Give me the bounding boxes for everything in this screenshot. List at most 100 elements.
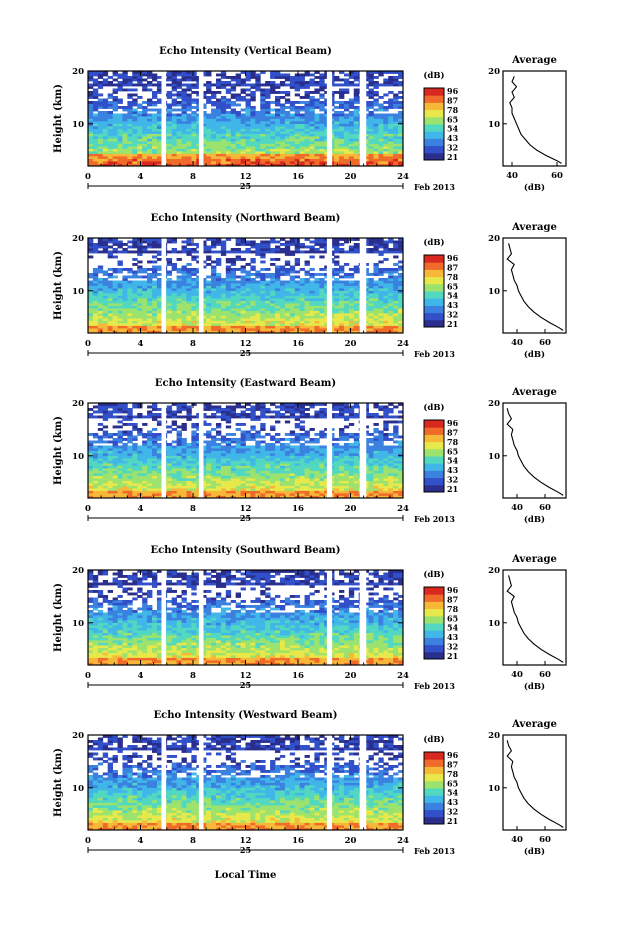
heatmap-cell [314,313,320,316]
heatmap-cell [240,495,246,499]
heatmap-cell [235,290,241,294]
heatmap-cell [339,248,345,251]
heatmap-cell [220,123,227,127]
heatmap-cell [388,153,394,157]
heatmap-cell [270,250,276,254]
heatmap-cell [314,98,320,102]
heatmap-cell [191,293,197,296]
heatmap-cell [112,123,118,127]
heatmap-cell [319,288,325,291]
heatmap-cell [151,293,158,296]
heatmap-cell [373,483,379,486]
heatmap-cell [186,310,192,314]
heatmap-cell [319,116,325,119]
heatmap-cell [176,151,182,154]
heatmap-cell [230,126,237,129]
data-gap [359,71,367,166]
heatmap-cell [265,283,271,286]
heatmap-cell [206,313,212,316]
heatmap-cell [240,96,246,99]
heatmap-cell [151,96,158,99]
heatmap-cell [137,478,143,481]
heatmap-cell [334,320,340,324]
heatmap-cell [206,325,212,329]
data-gap [326,238,333,333]
heatmap-cell [284,260,291,264]
heatmap-cell [206,468,212,471]
heatmap-cell [279,280,286,284]
heatmap-cell [373,468,379,471]
heatmap-cell [353,303,360,306]
heatmap-cell [294,113,301,117]
heatmap-cell [220,470,227,474]
heatmap-cell [393,148,399,152]
heatmap-cell [388,278,394,281]
heatmap-cell [117,465,123,469]
heatmap-cell [240,156,246,159]
heatmap-cell [353,290,360,294]
heatmap-cell [147,103,153,107]
heatmap-cell [393,138,399,142]
heatmap-cell [314,143,320,147]
heatmap-cell [265,138,271,142]
heatmap-cell [250,156,256,159]
heatmap-cell [398,268,404,271]
heatmap-cell [147,250,153,254]
heatmap-cell [132,468,138,471]
heatmap-cell [319,278,325,281]
heatmap-cell [353,465,360,469]
heatmap-cell [88,96,94,99]
heatmap-cell [245,156,251,159]
heatmap-cell [265,493,271,496]
heatmap-cell [270,158,276,162]
heatmap-cell [289,151,296,154]
heatmap-cell [265,468,271,471]
heatmap-cell [151,475,158,479]
heatmap-cell [299,123,305,127]
heatmap-cell [88,475,94,479]
heatmap-cell [215,493,222,496]
heatmap-cell [339,493,345,496]
heatmap-cell [181,273,187,276]
heatmap-cell [363,295,369,299]
heatmap-cell [383,93,389,97]
heatmap-cell [398,96,404,99]
heatmap-cell [275,86,281,89]
heatmap-cell [309,106,315,109]
heatmap-cell [304,73,310,77]
heatmap-cell [137,156,143,159]
heatmap-cell [122,293,128,296]
heatmap-cell [176,283,182,286]
heatmap-cell [348,328,355,331]
heatmap-cell [225,121,232,124]
heatmap-cell [309,240,315,244]
heatmap-cell [88,83,94,87]
heatmap-cell [151,131,158,134]
heatmap-cell [393,245,399,249]
heatmap-cell [102,138,109,142]
heatmap-cell [142,108,148,112]
heatmap-cell [250,310,256,314]
heatmap-cell [220,330,227,334]
heatmap-cell [279,136,286,139]
heatmap-cell [186,156,192,159]
heatmap-cell [171,250,177,254]
heatmap-cell [201,320,207,324]
heatmap-cell [353,148,360,152]
heatmap-cell [299,121,305,124]
heatmap-cell [166,488,173,491]
heatmap-cell [235,475,241,479]
heatmap-cell [142,245,148,249]
heatmap-cell [363,283,369,286]
heatmap-cell [260,143,266,147]
heatmap-cell [343,495,350,499]
heatmap-cell [348,153,355,157]
heatmap-cell [151,73,158,77]
heatmap-cell [107,81,114,84]
heatmap-cell [289,280,296,284]
heatmap-cell [353,493,360,496]
heatmap-cell [373,495,379,499]
heatmap-cell [107,141,114,144]
heatmap-cell [339,143,345,147]
heatmap-cell [127,270,133,274]
